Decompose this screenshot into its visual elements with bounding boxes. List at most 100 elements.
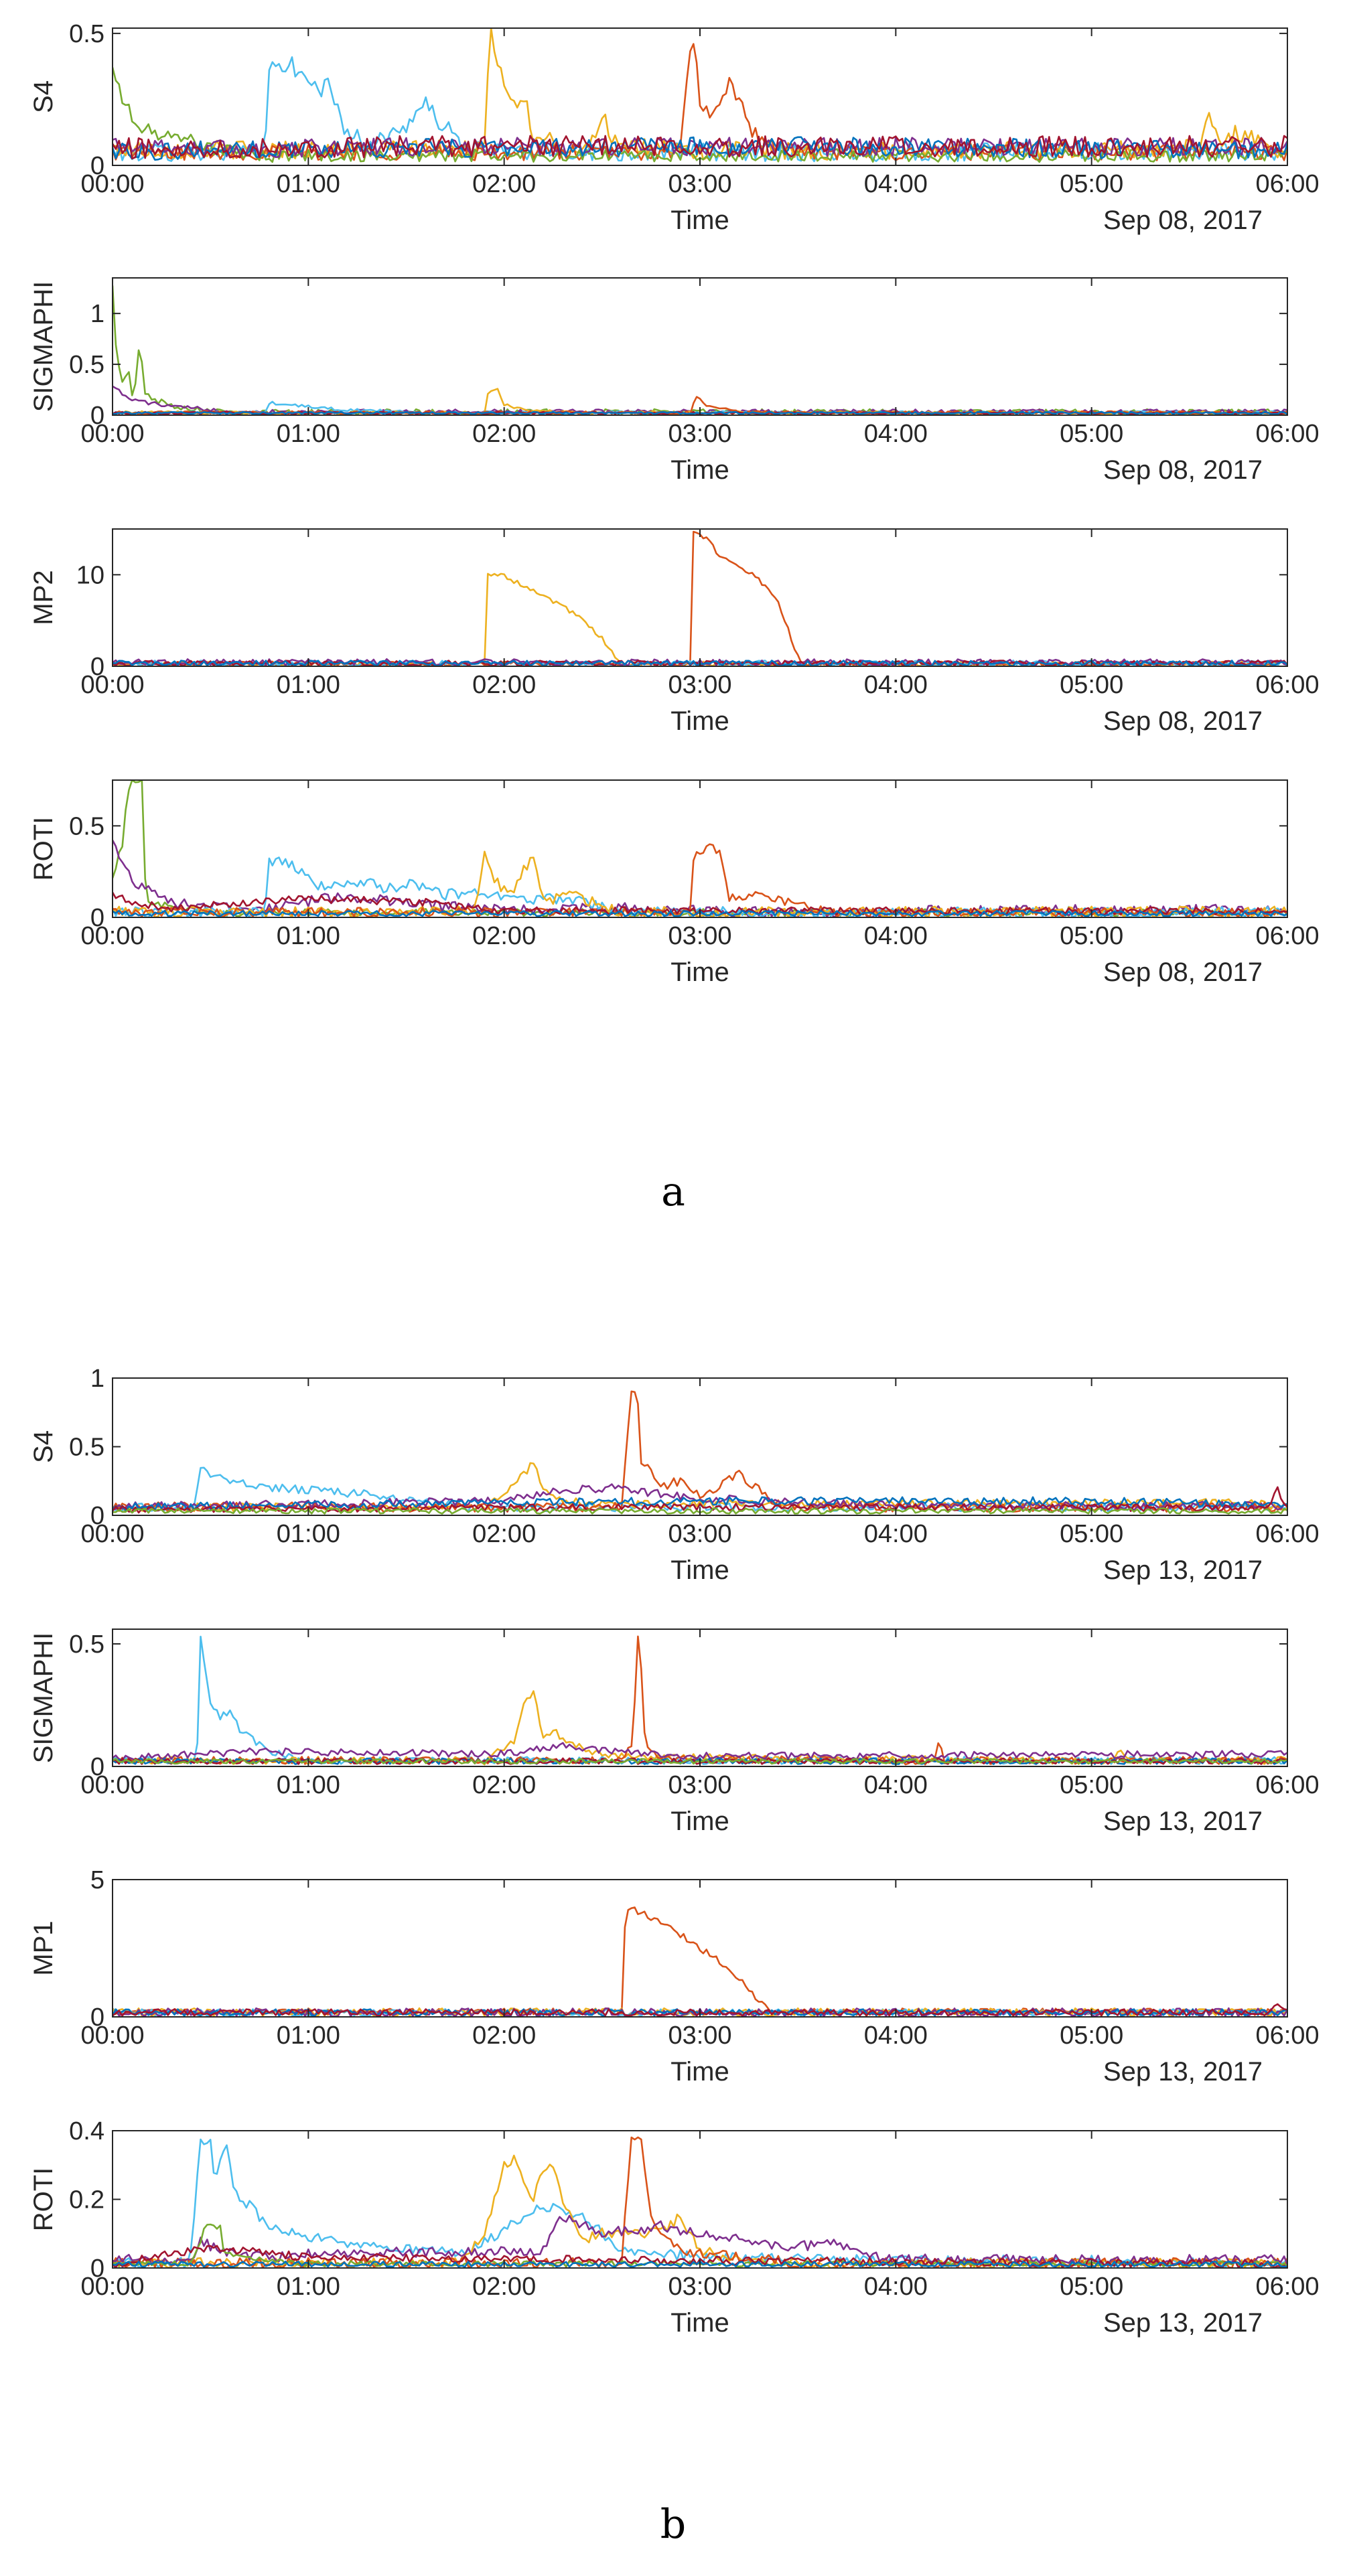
date-label-a-mp2: Sep 08, 2017 [1103, 706, 1263, 736]
x-tick-label-a-s4: 03:00 [668, 170, 731, 198]
y-tick-label-b-s4: 0.5 [69, 1434, 104, 1462]
x-axis-label-a-s4: Time [670, 206, 729, 235]
x-axis-label-a-sigmaphi: Time [670, 455, 729, 485]
date-label-a-roti: Sep 08, 2017 [1103, 958, 1263, 987]
x-tick-label-a-roti: 02:00 [472, 922, 536, 950]
x-tick-label-b-s4: 05:00 [1060, 1520, 1123, 1548]
x-tick-label-b-s4: 02:00 [472, 1520, 536, 1548]
date-label-b-mp1: Sep 13, 2017 [1103, 2057, 1263, 2087]
x-tick-label-b-s4: 06:00 [1255, 1520, 1319, 1548]
y-tick-label-a-s4: 0 [90, 152, 104, 180]
y-tick-label-a-roti: 0 [90, 904, 104, 932]
y-axis-label-b-sigmaphi: SIGMAPHI [29, 1633, 58, 1764]
y-tick-label-b-mp1: 5 [90, 1866, 104, 1894]
y-tick-label-b-sigmaphi: 0 [90, 1753, 104, 1781]
x-tick-label-b-roti: 02:00 [472, 2273, 536, 2301]
x-tick-label-a-sigmaphi: 06:00 [1255, 420, 1319, 448]
x-tick-label-a-s4: 04:00 [864, 170, 928, 198]
series-line-b-s4-darkred [113, 1486, 1287, 1514]
x-tick-label-b-mp1: 01:00 [277, 2022, 340, 2050]
x-tick-label-a-sigmaphi: 00:00 [80, 420, 144, 448]
x-tick-label-b-s4: 04:00 [864, 1520, 928, 1548]
x-axis-label-a-mp2: Time [670, 706, 729, 736]
x-tick-label-b-sigmaphi: 01:00 [277, 1771, 340, 1799]
x-tick-label-b-s4: 03:00 [668, 1520, 731, 1548]
x-tick-label-a-roti: 05:00 [1060, 922, 1123, 950]
x-tick-label-a-sigmaphi: 04:00 [864, 420, 928, 448]
x-tick-label-b-roti: 01:00 [277, 2273, 340, 2301]
x-tick-label-b-roti: 03:00 [668, 2273, 731, 2301]
x-tick-label-a-mp2: 05:00 [1060, 671, 1123, 699]
x-tick-label-b-mp1: 04:00 [864, 2022, 928, 2050]
subplot-a-roti: 00:00 01:00 02:00 03:00 04:00 05:00 06:00 0 0.5 T… [29, 779, 1320, 987]
x-tick-label-b-sigmaphi: 05:00 [1060, 1771, 1123, 1799]
panel-label-a: a [661, 1168, 685, 1215]
subplot-b-mp1: 00:00 01:00 02:00 03:00 04:00 05:00 06:00 0 5 Tim… [29, 1866, 1320, 2087]
date-label-a-s4: Sep 08, 2017 [1103, 206, 1263, 235]
date-label-b-s4: Sep 13, 2017 [1103, 1556, 1263, 1585]
x-axis-label-b-roti: Time [670, 2308, 729, 2338]
date-label-b-sigmaphi: Sep 13, 2017 [1103, 1807, 1263, 1836]
y-axis-label-a-mp2: MP2 [29, 570, 58, 625]
y-axis-label-b-roti: ROTI [29, 2168, 58, 2232]
series-line-b-roti-darkred [113, 2245, 1287, 2268]
y-tick-label-b-s4: 0 [90, 1502, 104, 1530]
x-axis-label-b-s4: Time [670, 1556, 729, 1585]
x-tick-label-b-roti: 06:00 [1255, 2273, 1319, 2301]
y-axis-label-a-roti: ROTI [29, 817, 58, 881]
y-axis-label-a-s4: S4 [29, 80, 58, 113]
subplot-b-s4: 00:00 01:00 02:00 03:00 04:00 05:00 06:00 0 0.5 1… [29, 1365, 1320, 1585]
x-tick-label-b-s4: 00:00 [80, 1520, 144, 1548]
y-tick-label-a-sigmaphi: 0.5 [69, 351, 104, 379]
x-tick-label-a-roti: 06:00 [1255, 922, 1319, 950]
x-tick-label-b-sigmaphi: 03:00 [668, 1771, 731, 1799]
y-tick-label-b-roti: 0.4 [69, 2117, 104, 2145]
x-tick-label-b-mp1: 03:00 [668, 2022, 731, 2050]
panel-label-b: b [660, 2501, 686, 2548]
x-tick-label-b-roti: 00:00 [80, 2273, 144, 2301]
y-tick-label-a-sigmaphi: 0 [90, 402, 104, 430]
y-tick-label-b-mp1: 0 [90, 2003, 104, 2032]
x-tick-label-b-s4: 01:00 [277, 1520, 340, 1548]
x-tick-label-b-mp1: 05:00 [1060, 2022, 1123, 2050]
y-tick-label-a-mp2: 10 [76, 561, 104, 589]
x-tick-label-b-sigmaphi: 06:00 [1255, 1771, 1319, 1799]
x-axis-label-b-mp1: Time [670, 2057, 729, 2087]
series-line-b-s4-blue [113, 1496, 1287, 1512]
y-tick-label-a-roti: 0.5 [69, 812, 104, 840]
y-tick-label-a-s4: 0.5 [69, 20, 104, 48]
x-tick-label-a-mp2: 03:00 [668, 671, 731, 699]
y-tick-label-b-sigmaphi: 0.5 [69, 1631, 104, 1659]
x-tick-label-a-mp2: 01:00 [277, 671, 340, 699]
date-label-a-sigmaphi: Sep 08, 2017 [1103, 455, 1263, 485]
y-tick-label-b-roti: 0.2 [69, 2186, 104, 2214]
x-tick-label-b-mp1: 00:00 [80, 2022, 144, 2050]
x-tick-label-a-roti: 03:00 [668, 922, 731, 950]
subplot-b-sigmaphi: 00:00 01:00 02:00 03:00 04:00 05:00 06:00 0 0.5 T… [29, 1628, 1320, 1836]
subplot-a-sigmaphi: 00:00 01:00 02:00 03:00 04:00 05:00 06:00 0 0.5 1… [29, 277, 1320, 485]
y-axis-label-b-s4: S4 [29, 1430, 58, 1463]
y-axis-label-a-sigmaphi: SIGMAPHI [29, 281, 58, 412]
series-line-a-s4-darkred [113, 135, 1287, 159]
y-tick-label-a-sigmaphi: 1 [90, 300, 104, 328]
subplot-b-roti: 00:00 01:00 02:00 03:00 04:00 05:00 06:00 0 0.2 0… [29, 2117, 1320, 2338]
x-tick-label-b-roti: 05:00 [1060, 2273, 1123, 2301]
x-tick-label-a-mp2: 00:00 [80, 671, 144, 699]
y-tick-label-b-roti: 0 [90, 2255, 104, 2283]
x-tick-label-a-s4: 02:00 [472, 170, 536, 198]
x-tick-label-a-s4: 01:00 [277, 170, 340, 198]
x-tick-label-a-sigmaphi: 05:00 [1060, 420, 1123, 448]
date-label-b-roti: Sep 13, 2017 [1103, 2308, 1263, 2338]
plots-layer: 00:00 01:00 02:00 03:00 04:00 05:00 06:00 0 0.5 T… [29, 20, 1320, 2338]
x-axis-label-a-roti: Time [670, 958, 729, 987]
x-axis-label-b-sigmaphi: Time [670, 1807, 729, 1836]
x-tick-label-a-roti: 04:00 [864, 922, 928, 950]
y-tick-label-b-s4: 1 [90, 1365, 104, 1393]
x-tick-label-a-sigmaphi: 02:00 [472, 420, 536, 448]
series-line-b-s4-cyan [113, 1466, 1287, 1513]
x-tick-label-a-mp2: 02:00 [472, 671, 536, 699]
x-tick-label-a-sigmaphi: 01:00 [277, 420, 340, 448]
x-tick-label-a-roti: 01:00 [277, 922, 340, 950]
x-tick-label-b-sigmaphi: 00:00 [80, 1771, 144, 1799]
